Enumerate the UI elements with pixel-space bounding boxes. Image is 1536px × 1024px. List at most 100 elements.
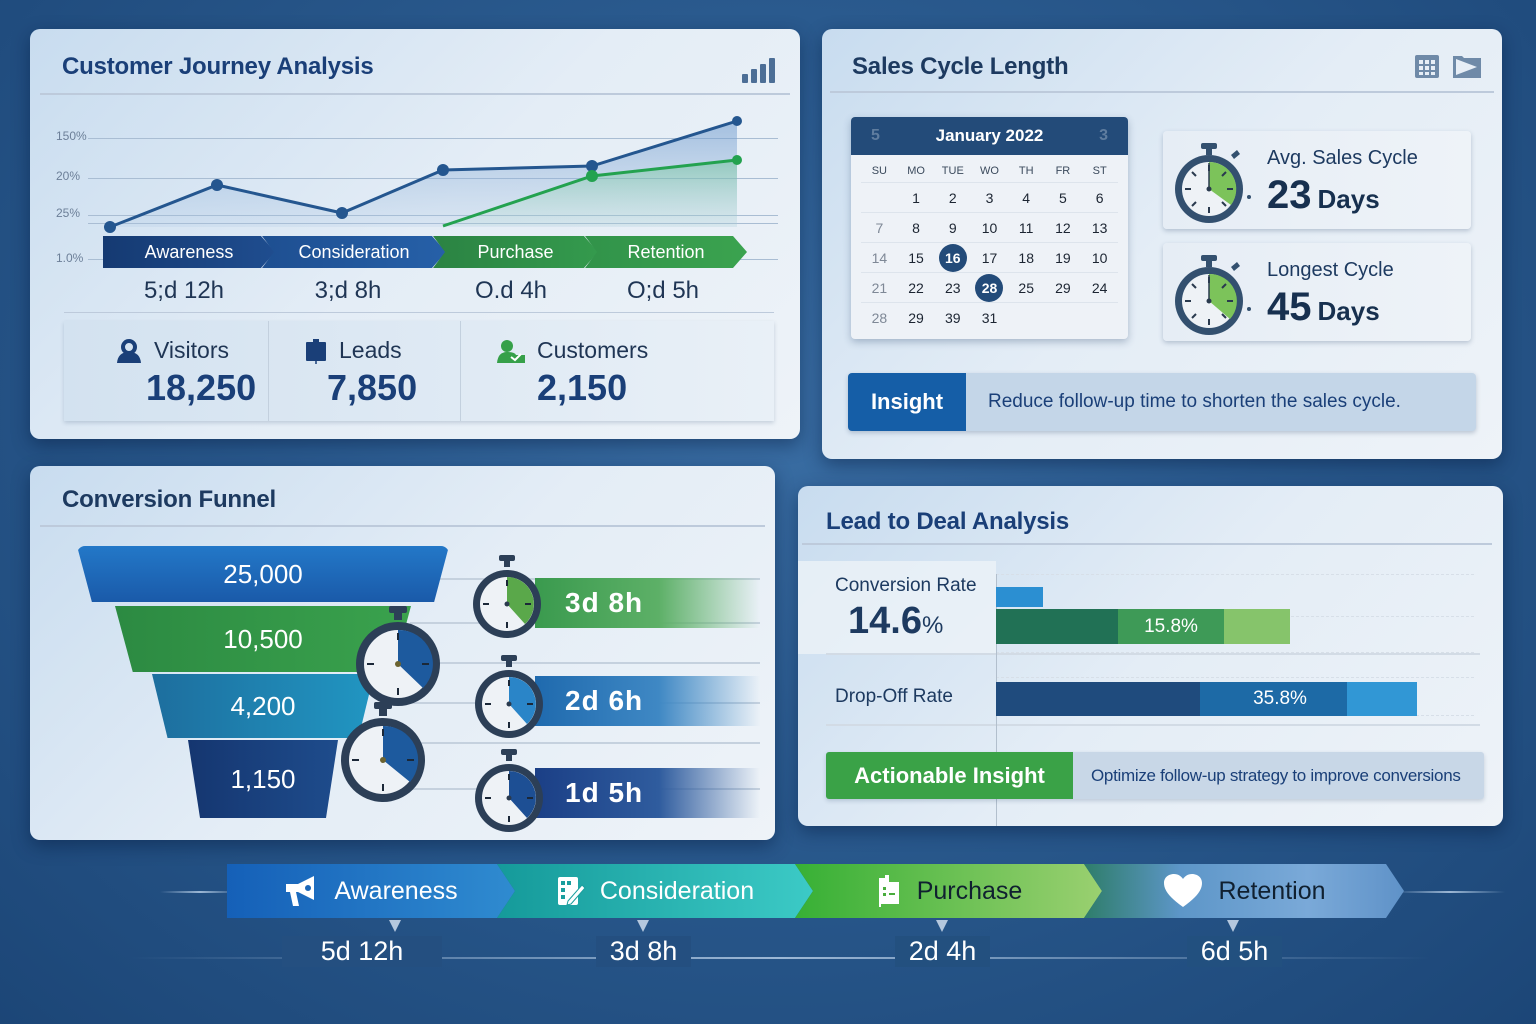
calendar-day[interactable]: 10	[971, 213, 1008, 243]
calendar-day[interactable]: 19	[1044, 243, 1082, 273]
kpi-visitors: Visitors 18,250	[64, 321, 269, 421]
calendar-prev-button[interactable]: 5	[871, 127, 880, 144]
stage-time: O;d 5h	[626, 277, 700, 304]
funnel-stage-1[interactable]: 25,000	[77, 546, 449, 602]
stage-awareness[interactable]: Awareness	[103, 236, 275, 268]
weekday-label: TUE	[934, 159, 972, 183]
calendar-day[interactable]: 28	[871, 310, 888, 326]
weekday-label: WO	[971, 159, 1008, 183]
timeline-pointer	[1227, 920, 1239, 932]
calendar-day[interactable]: 23	[934, 273, 972, 303]
timeline-duration: 5d 12h	[282, 936, 442, 967]
calendar-grid: SU MO TUE WO TH FR ST 1 2 3 4 5 6 7 8 9 …	[851, 155, 1128, 333]
calendar-day[interactable]: 25	[1007, 273, 1045, 303]
actionable-insight-tag[interactable]: Actionable Insight	[826, 752, 1073, 799]
funnel-stage-3[interactable]: 4,200	[152, 674, 374, 738]
stopwatch-icon	[341, 702, 425, 802]
calendar-day[interactable]: 17	[971, 243, 1008, 273]
calendar-day[interactable]: 4	[1007, 183, 1045, 213]
conversion-bar[interactable]	[996, 609, 1118, 644]
conversion-bar-baseline[interactable]	[996, 587, 1043, 607]
timeline-step-retention[interactable]: Retention	[1084, 864, 1404, 918]
conversion-bar-label: 15.8%	[1144, 615, 1198, 637]
drop-off-bar[interactable]	[996, 682, 1200, 716]
funnel-stage-4[interactable]: 1,150	[188, 740, 338, 818]
calendar-day[interactable]: 6	[1081, 183, 1118, 213]
lead-to-deal-title: Lead to Deal Analysis	[826, 508, 1069, 535]
y-tick: 25%	[56, 206, 81, 220]
title-divider	[40, 525, 765, 527]
kpi-label: Leads	[339, 337, 402, 363]
calendar-day-selected[interactable]: 16	[934, 243, 972, 273]
timeline-pointer	[637, 920, 649, 932]
calendar-day[interactable]: 1	[897, 183, 935, 213]
drop-off-rate-label: Drop-Off Rate	[835, 686, 953, 707]
calendar-day[interactable]: 8	[897, 213, 935, 243]
kpi-value: 18,250	[146, 367, 257, 408]
calendar-day[interactable]: 24	[1081, 273, 1118, 303]
kpi-row: Visitors 18,250 Leads 7,850	[64, 321, 774, 421]
avg-sales-cycle-card: Avg. Sales Cycle 23 Days	[1163, 131, 1471, 229]
customer-journey-panel: Customer Journey Analysis 150% 20% 25% 1…	[30, 29, 800, 439]
calendar-day[interactable]: 13	[1081, 213, 1118, 243]
timeline-duration: 6d 5h	[1187, 936, 1282, 967]
calendar-day[interactable]: 9	[934, 213, 972, 243]
conversion-rate-value: 14.6%	[848, 600, 944, 642]
insight-text: Reduce follow-up time to shorten the sal…	[988, 391, 1401, 412]
timeline-step-purchase[interactable]: Purchase	[795, 864, 1102, 918]
calendar-day[interactable]: 2	[934, 183, 972, 213]
calendar-day[interactable]: 10	[1081, 243, 1118, 273]
customer-check-icon	[497, 339, 525, 363]
y-tick: 1.0%	[56, 251, 84, 265]
stat-label: Longest Cycle	[1267, 259, 1394, 281]
insight-tag[interactable]: Insight	[848, 373, 966, 431]
calendar-day[interactable]: 14	[861, 243, 898, 273]
journey-line-chart	[104, 116, 742, 233]
timeline-step-consideration[interactable]: Consideration	[497, 864, 813, 918]
stage-time: 3;d 8h	[314, 277, 382, 304]
calendar-day[interactable]: 11	[1007, 213, 1045, 243]
weekday-label: FR	[1044, 159, 1082, 183]
stopwatch-icon	[1175, 255, 1251, 335]
stopwatch-icon	[1175, 143, 1251, 223]
y-tick: 20%	[56, 169, 81, 183]
kpi-leads: Leads 7,850	[269, 321, 461, 421]
folder-flag-icon[interactable]	[1452, 53, 1482, 79]
calendar-day-selected[interactable]: 28	[971, 273, 1008, 303]
calendar-day[interactable]: 12	[1044, 213, 1082, 243]
title-divider	[40, 93, 790, 95]
bar-chart-icon[interactable]	[742, 58, 775, 83]
timeline-step-label: Awareness	[334, 876, 458, 905]
receipt-icon	[875, 874, 903, 908]
lead-to-deal-panel: Lead to Deal Analysis Conversion Rate 14…	[798, 486, 1503, 826]
calendar-day[interactable]: 29	[1044, 273, 1082, 303]
calendar-day[interactable]: 3	[971, 183, 1008, 213]
gridline	[88, 138, 778, 139]
calendar-next-button[interactable]: 3	[1099, 127, 1108, 144]
timeline-duration: 2d 4h	[895, 936, 990, 967]
calendar-day[interactable]	[861, 183, 898, 213]
kpi-label: Visitors	[154, 337, 229, 363]
conversion-funnel-title: Conversion Funnel	[62, 486, 276, 513]
calendar-day[interactable]: 7	[861, 213, 898, 243]
calendar-day[interactable]: 22	[897, 273, 935, 303]
timeline-duration: 3d 8h	[596, 936, 691, 967]
calendar-day[interactable]: 39	[944, 310, 961, 326]
calendar-day[interactable]: 29	[908, 310, 924, 326]
stage-retention[interactable]: Retention	[585, 236, 747, 268]
stage-consideration[interactable]: Consideration	[262, 236, 446, 268]
calendar-day[interactable]: 31	[981, 310, 998, 326]
calendar-day[interactable]: 18	[1007, 243, 1045, 273]
calendar-day[interactable]: 5	[1044, 183, 1082, 213]
calendar-day[interactable]: 15	[897, 243, 935, 273]
conversion-rate-label: Conversion Rate	[835, 575, 977, 596]
sales-cycle-panel: Sales Cycle Length 5 January 2022 3 SU M…	[822, 29, 1502, 459]
calendar-grid-icon[interactable]	[1414, 53, 1440, 79]
weekday-label: ST	[1081, 159, 1118, 183]
timeline-step-awareness[interactable]: Awareness	[227, 864, 515, 918]
kpi-divider	[64, 312, 774, 313]
calendar-day[interactable]: 21	[861, 273, 898, 303]
timeline-step-label: Retention	[1218, 876, 1326, 905]
stage-purchase[interactable]: Purchase	[433, 236, 598, 268]
duration-strip: 1d 5h	[535, 768, 760, 818]
